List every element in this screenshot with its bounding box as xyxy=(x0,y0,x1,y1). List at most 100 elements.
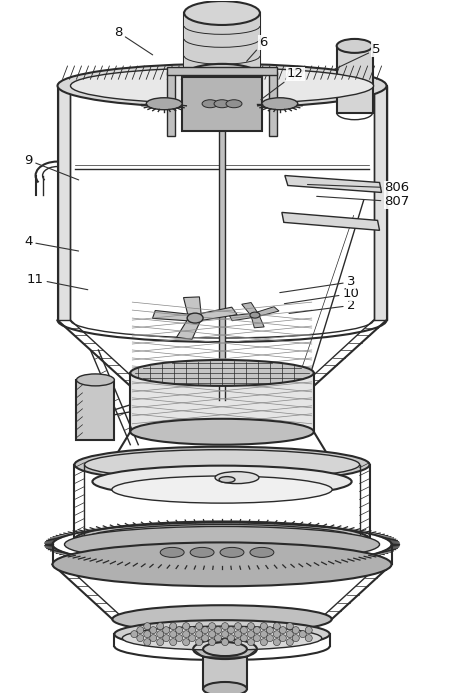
Circle shape xyxy=(248,638,255,645)
Circle shape xyxy=(248,623,255,629)
Circle shape xyxy=(227,634,235,642)
Ellipse shape xyxy=(85,450,359,480)
Circle shape xyxy=(188,627,195,634)
Circle shape xyxy=(292,627,299,634)
Circle shape xyxy=(170,623,176,629)
Circle shape xyxy=(188,634,195,642)
Ellipse shape xyxy=(214,100,230,108)
Text: 9: 9 xyxy=(24,153,79,180)
Circle shape xyxy=(241,634,248,642)
Circle shape xyxy=(274,623,280,629)
Ellipse shape xyxy=(220,548,244,557)
Polygon shape xyxy=(203,649,247,689)
Circle shape xyxy=(208,623,216,629)
Polygon shape xyxy=(230,313,256,321)
Circle shape xyxy=(221,638,229,645)
Circle shape xyxy=(305,634,312,642)
Circle shape xyxy=(144,623,151,629)
Ellipse shape xyxy=(85,525,359,555)
Ellipse shape xyxy=(203,642,247,656)
Ellipse shape xyxy=(132,377,312,399)
Text: 4: 4 xyxy=(24,235,79,251)
Ellipse shape xyxy=(202,100,218,108)
Ellipse shape xyxy=(58,64,387,108)
Circle shape xyxy=(150,627,157,634)
Circle shape xyxy=(201,634,208,642)
Circle shape xyxy=(286,623,293,629)
Polygon shape xyxy=(176,317,201,339)
Circle shape xyxy=(299,631,306,638)
Circle shape xyxy=(182,623,189,629)
Circle shape xyxy=(170,631,176,638)
Circle shape xyxy=(286,638,293,645)
Ellipse shape xyxy=(190,548,214,557)
Circle shape xyxy=(274,631,280,638)
Polygon shape xyxy=(282,212,380,230)
Polygon shape xyxy=(152,310,196,321)
Text: 3: 3 xyxy=(280,276,355,293)
Ellipse shape xyxy=(112,476,332,503)
Circle shape xyxy=(261,623,267,629)
Circle shape xyxy=(157,623,164,629)
Ellipse shape xyxy=(77,374,115,386)
Circle shape xyxy=(221,623,229,629)
Circle shape xyxy=(241,627,248,634)
Bar xyxy=(182,77,262,130)
Circle shape xyxy=(195,638,202,645)
Ellipse shape xyxy=(130,360,314,386)
Ellipse shape xyxy=(262,98,298,110)
Circle shape xyxy=(195,631,202,638)
Circle shape xyxy=(176,627,182,634)
Circle shape xyxy=(235,631,242,638)
Ellipse shape xyxy=(184,1,260,25)
Circle shape xyxy=(286,631,293,638)
Circle shape xyxy=(261,631,267,638)
Ellipse shape xyxy=(250,312,260,318)
Circle shape xyxy=(292,634,299,642)
Text: 10: 10 xyxy=(285,287,359,304)
Ellipse shape xyxy=(184,64,260,87)
Circle shape xyxy=(274,638,280,645)
Polygon shape xyxy=(253,307,279,317)
Ellipse shape xyxy=(219,477,235,482)
Bar xyxy=(77,380,115,440)
Ellipse shape xyxy=(112,605,332,633)
Polygon shape xyxy=(374,86,387,320)
Polygon shape xyxy=(193,649,257,657)
Circle shape xyxy=(267,627,274,634)
Polygon shape xyxy=(184,13,260,76)
Ellipse shape xyxy=(110,450,334,479)
Circle shape xyxy=(214,634,221,642)
Text: 6: 6 xyxy=(247,36,267,61)
Circle shape xyxy=(170,638,176,645)
Ellipse shape xyxy=(92,466,352,498)
Polygon shape xyxy=(193,307,237,321)
Circle shape xyxy=(131,631,138,638)
Ellipse shape xyxy=(74,521,370,557)
Polygon shape xyxy=(58,86,71,320)
Circle shape xyxy=(254,627,261,634)
Text: 806: 806 xyxy=(308,181,409,194)
Bar xyxy=(167,72,175,135)
Ellipse shape xyxy=(130,418,314,445)
Ellipse shape xyxy=(146,98,182,110)
Circle shape xyxy=(195,623,202,629)
Ellipse shape xyxy=(250,548,274,557)
Circle shape xyxy=(208,631,216,638)
Ellipse shape xyxy=(65,527,380,562)
Circle shape xyxy=(221,631,229,638)
Polygon shape xyxy=(183,297,201,319)
Text: 807: 807 xyxy=(316,195,409,208)
Text: 11: 11 xyxy=(27,273,88,289)
Ellipse shape xyxy=(337,39,372,53)
Circle shape xyxy=(163,627,170,634)
Circle shape xyxy=(214,627,221,634)
Circle shape xyxy=(163,634,170,642)
Circle shape xyxy=(267,634,274,642)
Circle shape xyxy=(280,634,286,642)
Ellipse shape xyxy=(53,543,391,586)
Circle shape xyxy=(201,627,208,634)
Circle shape xyxy=(176,634,182,642)
Ellipse shape xyxy=(203,682,247,694)
Circle shape xyxy=(157,638,164,645)
